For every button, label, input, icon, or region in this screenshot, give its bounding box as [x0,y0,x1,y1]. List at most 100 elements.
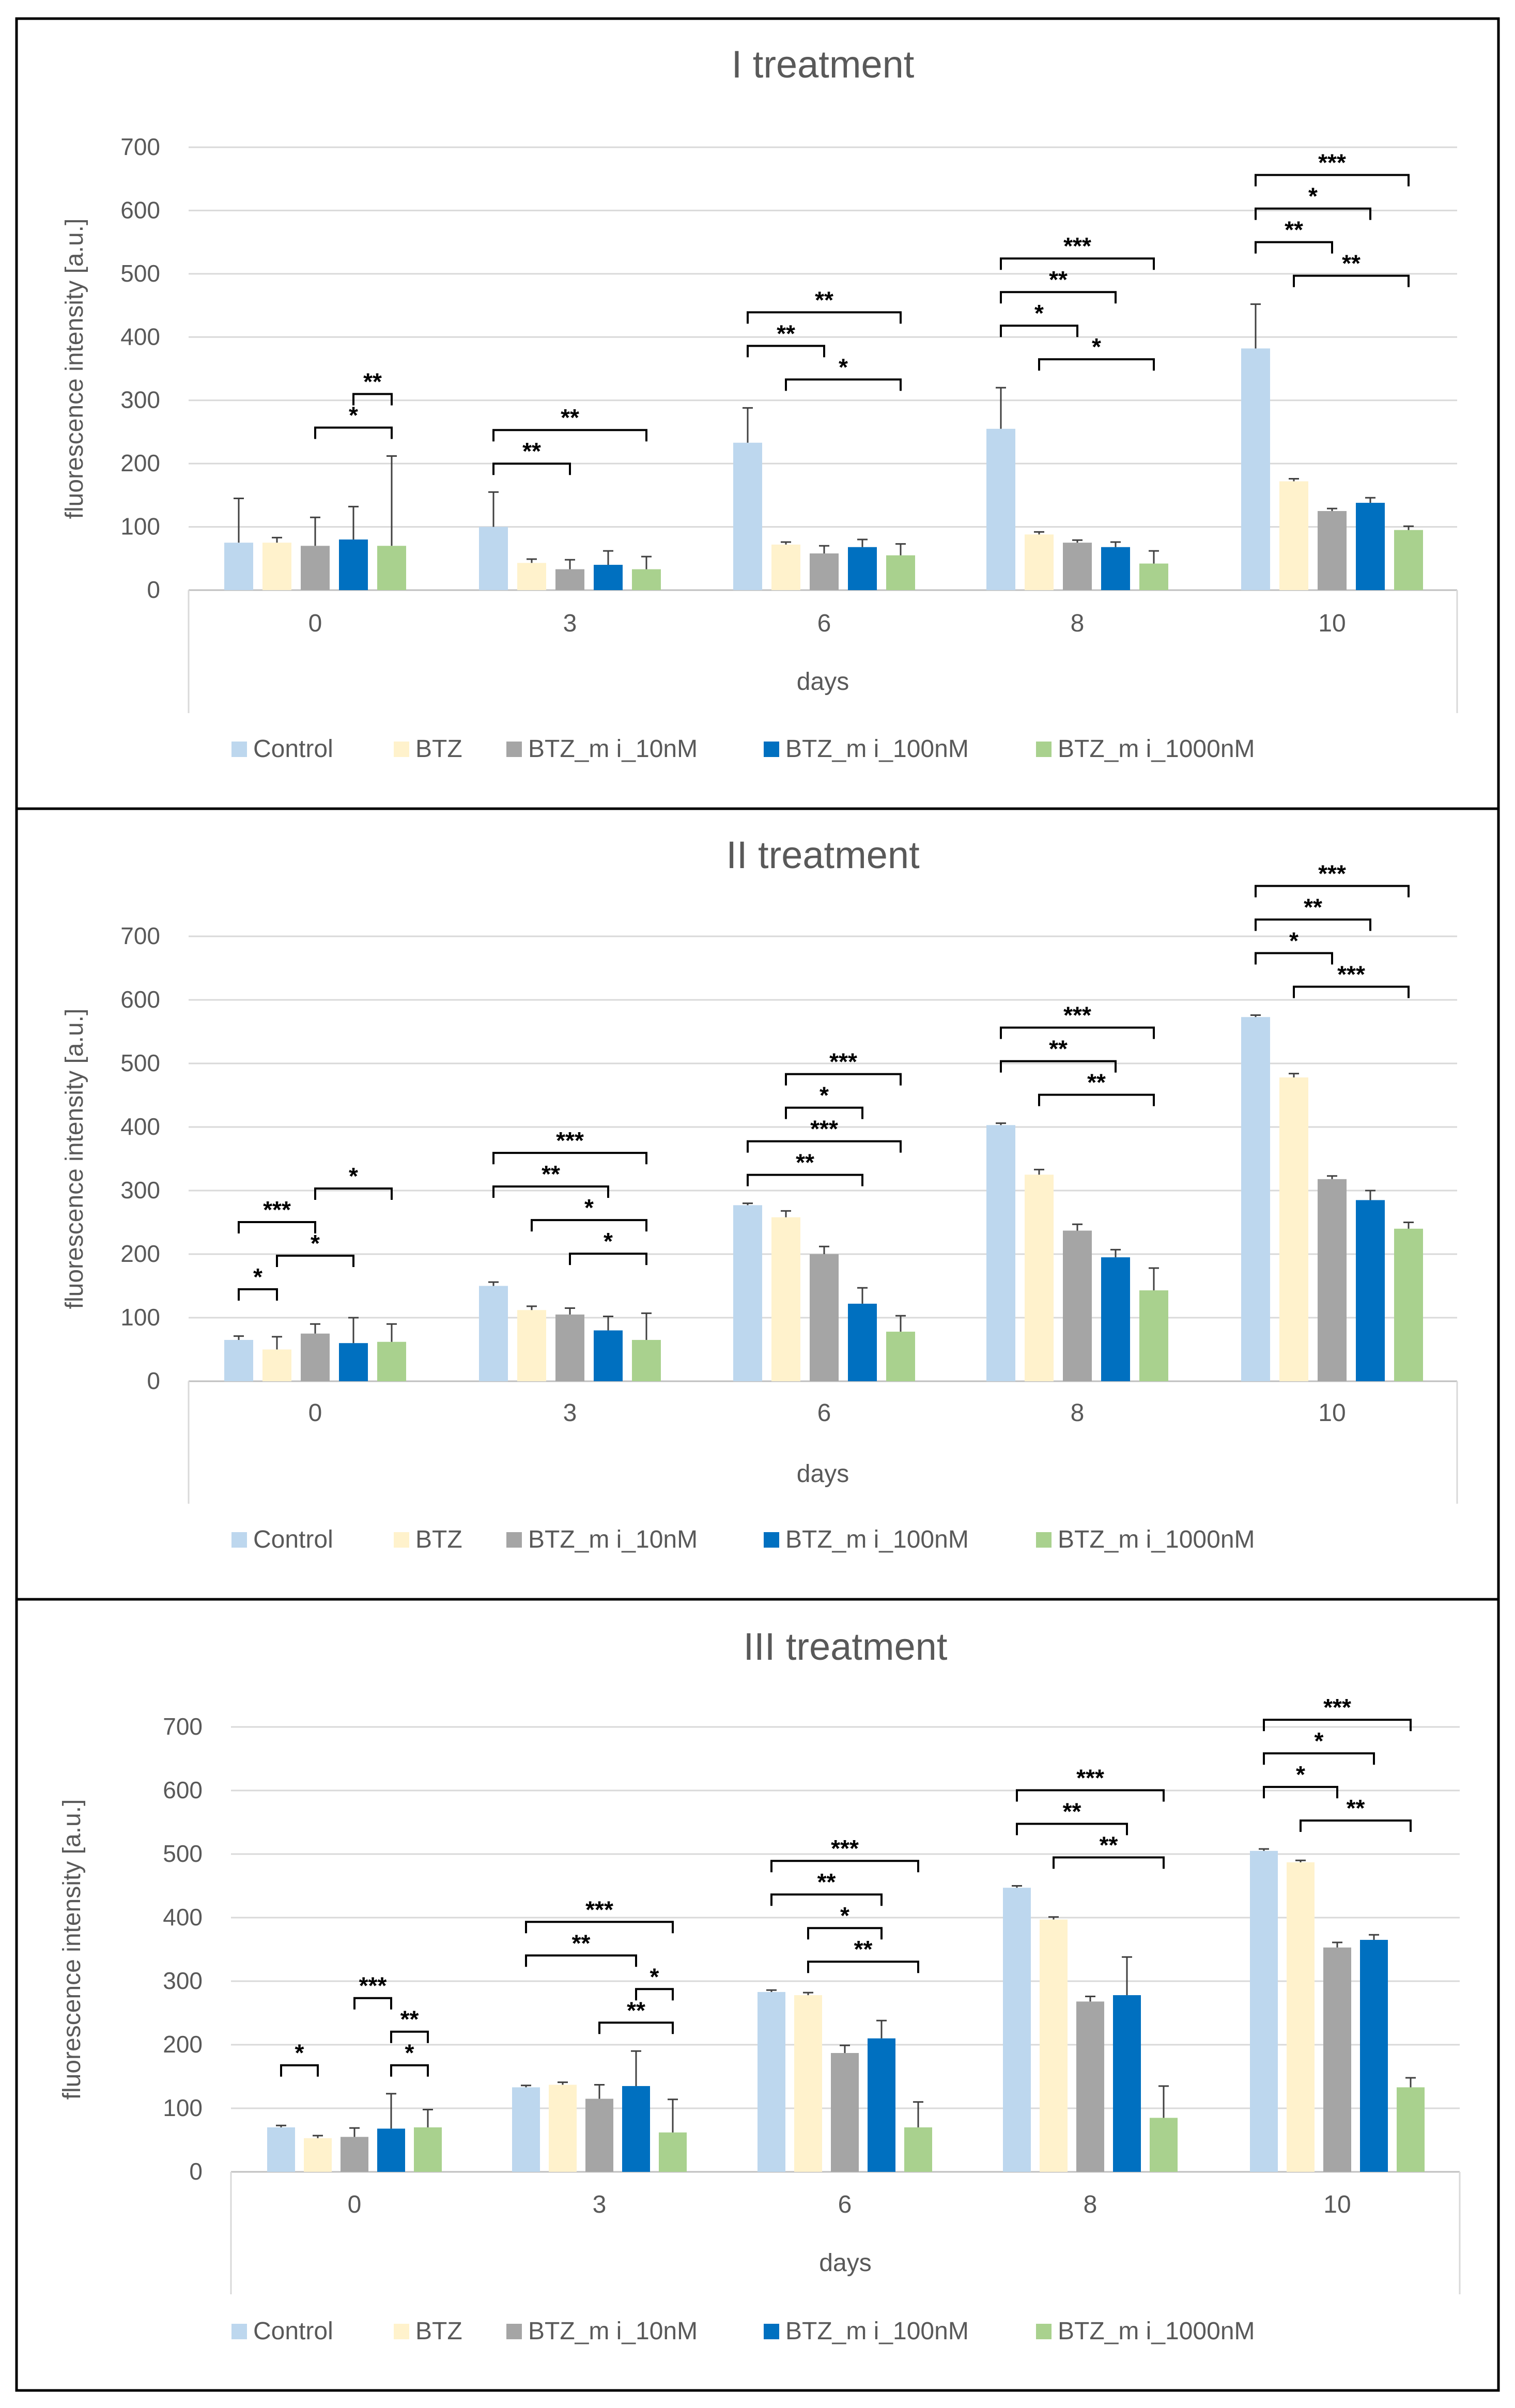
y-axis-label: fluorescence intensity [a.u.] [61,219,88,519]
significance-label: *** [1063,1002,1091,1029]
legend-label: Control [253,2318,333,2345]
significance-label: *** [585,1896,613,1923]
legend-label: BTZ_m i_10nM [528,1526,698,1553]
significance-bracket [1016,1789,1165,1802]
y-tick-label: 700 [163,1713,203,1740]
significance-label: ** [1049,1036,1068,1062]
outer-frame [15,17,1500,2392]
bar [479,1286,508,1381]
significance-label: * [839,353,848,380]
bar [1394,530,1423,590]
significance-label: ** [627,1997,645,2024]
y-axis-label: fluorescence intensity [a.u.] [61,1009,88,1309]
bar [377,1341,406,1381]
significance-bracket [525,1954,637,1967]
legend-swatch [764,742,779,757]
significance-label: ** [522,438,541,465]
legend-swatch [1036,2324,1052,2339]
y-tick-label: 200 [120,450,160,476]
significance-bracket [785,1106,863,1119]
significance-bracket [492,429,647,442]
legend-label: BTZ_m i_1000nM [1058,2318,1255,2345]
bar [1318,1179,1347,1381]
bar [810,1254,839,1381]
significance-label: * [604,1228,613,1255]
legend-swatch [506,742,522,757]
y-tick-label: 600 [120,196,160,223]
significance-label: * [1034,300,1044,327]
significance-bracket [238,1288,278,1301]
significance-bracket [635,1988,674,2001]
significance-label: ** [561,404,579,431]
bar [1241,348,1270,590]
significance-bracket [785,378,902,391]
x-tick-label: 8 [1071,1399,1085,1427]
bar [848,547,877,590]
significance-bracket [747,1174,863,1186]
significance-label: * [840,1902,849,1929]
bar [1394,1228,1423,1381]
legend-swatch [1036,1532,1052,1548]
significance-bracket [276,1255,354,1267]
bar [1113,1995,1141,2172]
significance-bracket [525,1921,674,1934]
bar [1063,543,1092,590]
bar [301,1333,330,1381]
significance-bracket [1300,1819,1412,1832]
significance-bracket [1263,1752,1375,1765]
significance-bracket [1000,257,1155,270]
bar [1318,511,1347,590]
significance-label: *** [810,1116,838,1143]
bar [377,546,406,590]
legend-label: BTZ_m i_100nM [785,1526,969,1553]
legend-swatch [394,1532,409,1548]
bar [886,555,915,590]
y-tick-label: 500 [120,260,160,287]
bar [517,1310,546,1381]
x-tick-label: 8 [1084,2191,1097,2218]
bar [549,2085,577,2172]
significance-bracket [1038,1093,1155,1106]
bar [986,428,1015,590]
bar [517,563,546,590]
bar [757,1992,785,2172]
bar [659,2132,687,2172]
significance-label: * [311,1230,320,1257]
y-tick-label: 200 [120,1240,160,1267]
bar [1139,1290,1168,1381]
significance-label: * [820,1082,829,1109]
significance-label: * [1308,183,1318,210]
significance-label: *** [1063,233,1091,259]
bar [733,442,762,590]
bar [339,539,368,590]
significance-bracket [1255,885,1410,898]
chart-panel-1: I treatment0100200300400500600700fluores… [61,43,1458,763]
significance-bracket [747,1140,902,1153]
bar [622,2086,650,2172]
significance-bracket [1255,207,1371,220]
significance-bracket [1255,952,1333,965]
significance-bracket [1053,1856,1165,1869]
bar [733,1205,762,1381]
x-tick-label: 3 [563,1399,577,1427]
bar [555,569,584,590]
bar [986,1125,1015,1381]
significance-bracket [238,1221,316,1233]
significance-bracket [1016,1823,1128,1835]
significance-bracket [531,1219,647,1232]
bar [1101,1257,1130,1381]
significance-bracket [770,1893,883,1906]
legend-label: BTZ [415,2318,462,2345]
significance-bracket [807,1961,919,1973]
bar [262,1349,291,1381]
bar [1025,534,1054,590]
significance-bracket [492,462,571,475]
legend-swatch [231,2324,247,2339]
legend-label: Control [253,735,333,763]
significance-label: ** [777,320,795,347]
bar [632,569,661,590]
chart-panel-3: III treatment0100200300400500600700fluor… [58,1625,1461,2345]
y-tick-label: 500 [163,1840,203,1867]
significance-bracket [1000,1060,1117,1073]
legend-label: BTZ_m i_100nM [785,2318,969,2345]
